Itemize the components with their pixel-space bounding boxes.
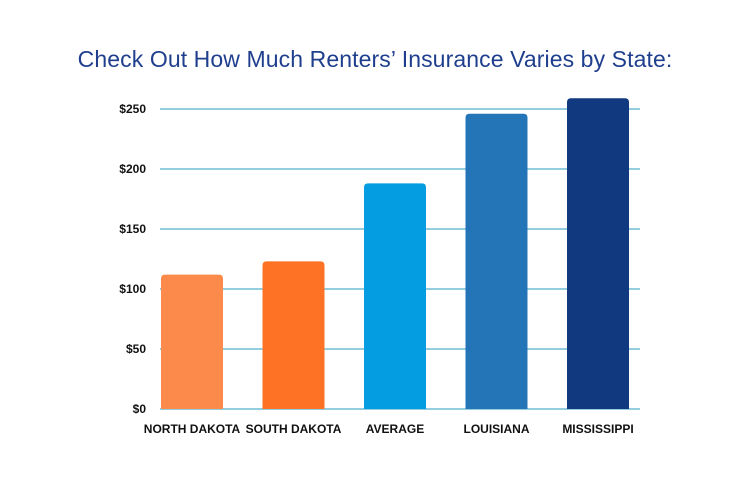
bars	[161, 98, 629, 410]
bar-south-dakota	[262, 261, 325, 409]
x-category-label: LOUISIANA	[464, 422, 530, 436]
y-tick-label: $150	[119, 222, 146, 236]
x-category-label: SOUTH DAKOTA	[246, 422, 342, 436]
bar-louisiana	[465, 113, 528, 410]
y-tick-label: $200	[119, 162, 146, 176]
y-axis-tick-labels: $0 $50 $100 $150 $200 $250	[119, 102, 146, 416]
bar-north-dakota	[161, 274, 223, 409]
y-tick-label: $100	[119, 282, 146, 296]
y-tick-label: $250	[119, 102, 146, 116]
x-category-label: NORTH DAKOTA	[144, 422, 241, 436]
y-tick-label: $50	[126, 342, 146, 356]
x-category-label: AVERAGE	[366, 422, 424, 436]
chart-title: Check Out How Much Renters’ Insurance Va…	[77, 46, 673, 72]
x-axis-category-labels: NORTH DAKOTA SOUTH DAKOTA AVERAGE LOUISIANA…	[144, 422, 634, 436]
y-tick-label: $0	[133, 402, 147, 416]
bar-mississippi	[567, 98, 629, 409]
bar-average	[364, 183, 426, 409]
x-category-label: MISSISSIPPI	[562, 422, 633, 436]
